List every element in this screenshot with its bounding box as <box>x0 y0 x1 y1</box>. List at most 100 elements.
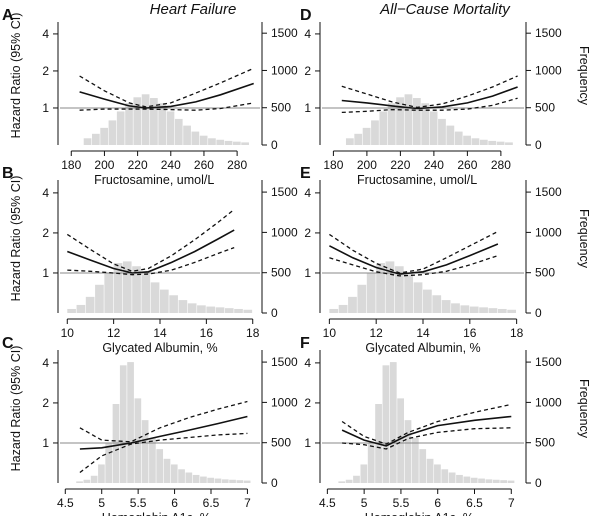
panel-a: 180 200 220 240 260 280124050010001500Fructos… <box>2 7 298 187</box>
y-right-tick-label: 1000 <box>271 395 298 409</box>
histogram-bar <box>169 295 178 313</box>
y-right-tick-label: 1000 <box>271 63 298 77</box>
y-right-tick-label: 1500 <box>535 26 562 40</box>
x-axis-label: Hemoglobin A1c, % <box>365 511 474 516</box>
histogram-bar <box>379 111 388 145</box>
x-tick-label: 6 <box>171 496 178 510</box>
histogram-bar <box>421 103 430 145</box>
histogram-bar <box>141 274 151 313</box>
histogram-bar <box>214 478 222 483</box>
confidence-band-upper <box>79 400 248 443</box>
histogram-bar <box>360 464 368 483</box>
x-axis-label: Glycated Albumin, % <box>102 341 217 355</box>
histogram-bar <box>150 282 160 313</box>
histogram-bar <box>83 138 92 145</box>
histogram-bar <box>396 97 404 145</box>
histogram-bar <box>382 365 390 483</box>
column-title-heart-failure: Heart Failure <box>150 1 237 18</box>
histogram-bar <box>463 476 471 483</box>
x-tick-label: 5.5 <box>393 496 410 510</box>
hazard-ratio-line <box>67 229 235 274</box>
histogram-bar <box>132 266 141 313</box>
histogram-bar <box>441 469 449 483</box>
x-tick-label: 14 <box>153 326 167 340</box>
panels: 180 200 220 240 260 280124050010001500Fructos… <box>2 7 590 516</box>
histogram-bar <box>329 308 339 313</box>
panel-letter: C <box>2 335 14 352</box>
histogram-bar <box>98 464 105 483</box>
y-right-tick-label: 1000 <box>271 225 298 239</box>
x-axis-label: Glycated Albumin, % <box>365 341 480 355</box>
x-tick-label: 18 <box>510 326 524 340</box>
y-right-tick-label: 500 <box>271 101 291 115</box>
confidence-band-upper <box>341 403 512 445</box>
x-tick-label: 16 <box>200 326 214 340</box>
histogram-bar <box>353 475 360 483</box>
histogram-bar <box>389 362 397 483</box>
x-tick-label: 18 <box>246 326 260 340</box>
histogram-bar <box>113 263 123 313</box>
panel-letter: B <box>2 165 14 182</box>
hazard-ratio-line <box>341 86 518 110</box>
histogram-bar <box>197 305 206 313</box>
x-tick-label: 4.5 <box>319 496 336 510</box>
hazard-ratio-line <box>329 243 499 275</box>
x-tick-label: 220 <box>390 158 410 172</box>
histogram-bar <box>479 139 488 145</box>
histogram-bar <box>387 103 396 145</box>
y-left-axis-label: Hazard Ratio (95% CI) <box>9 176 23 302</box>
histogram-bar <box>105 442 113 483</box>
y-right-tick-label: 1000 <box>535 63 562 77</box>
histogram-bar <box>371 120 379 145</box>
histogram-bar <box>241 142 249 145</box>
histogram-bar <box>100 127 108 145</box>
histogram-bar <box>92 133 100 145</box>
histogram-bar <box>451 303 460 313</box>
x-tick-label: 240 <box>161 158 181 172</box>
y-left-tick-label: 1 <box>304 266 311 280</box>
y-right-tick-label: 0 <box>535 306 542 320</box>
x-tick-label: 260 <box>194 158 214 172</box>
histogram-bar <box>460 305 470 313</box>
histogram-bar <box>429 111 438 145</box>
x-axis-label: Hemoglobin A1c, % <box>102 511 211 516</box>
histogram-bar <box>362 127 371 145</box>
histogram-bar <box>412 98 421 145</box>
histogram-bar <box>141 420 149 483</box>
histogram-bar <box>404 94 413 145</box>
histogram-bar <box>234 308 243 313</box>
histogram-bar <box>394 266 404 313</box>
histogram-bar <box>357 284 367 313</box>
column-title-all-cause-mortality: All−Cause Mortality <box>379 1 511 18</box>
histogram-bar <box>376 263 385 313</box>
histogram-bar <box>411 437 419 483</box>
y-right-tick-label: 0 <box>535 138 542 152</box>
histogram-bar <box>206 306 216 313</box>
y-right-tick-label: 500 <box>535 436 555 450</box>
x-tick-label: 6.5 <box>203 496 220 510</box>
y-right-tick-label: 0 <box>535 476 542 490</box>
histogram-bar <box>90 475 98 483</box>
histogram-bar <box>507 309 517 313</box>
panel-d: 180 200 220 240 260 280124050010001500Fructos… <box>300 7 590 187</box>
panel-letter: E <box>300 165 311 182</box>
x-tick-label: 180 <box>323 158 343 172</box>
histogram-bar <box>236 480 244 483</box>
y-left-axis-label: Hazard Ratio (95% CI) <box>9 346 23 472</box>
histogram-bar <box>496 141 505 145</box>
x-tick-label: 16 <box>463 326 477 340</box>
confidence-band-upper <box>329 230 499 274</box>
histogram-bar <box>67 308 76 313</box>
confidence-band-lower <box>342 427 512 450</box>
histogram-bar <box>485 479 493 483</box>
y-right-tick-label: 1000 <box>535 225 562 239</box>
x-tick-label: 180 <box>61 158 81 172</box>
y-right-tick-label: 500 <box>271 436 291 450</box>
x-tick-label: 10 <box>61 326 75 340</box>
y-right-axis-label: Frequency <box>577 209 590 269</box>
histogram-bar <box>404 420 412 483</box>
x-tick-label: 280 <box>491 158 511 172</box>
histogram-bar <box>338 481 346 483</box>
histogram-bar <box>438 118 446 145</box>
x-tick-label: 5.5 <box>130 496 147 510</box>
